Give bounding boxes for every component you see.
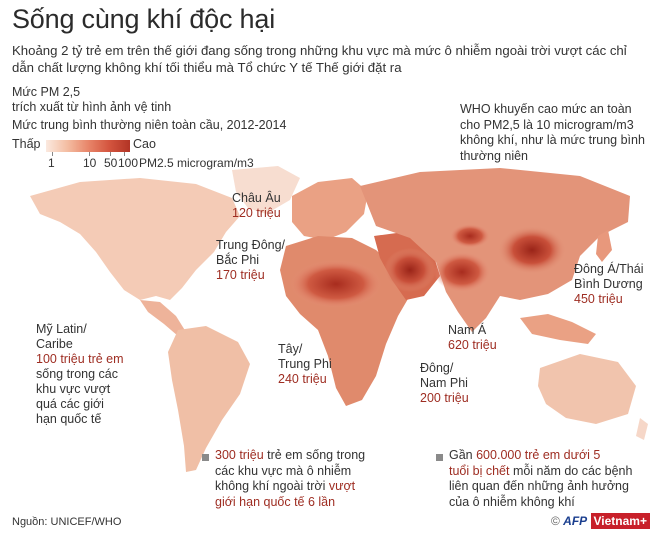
legend-tick — [89, 152, 90, 156]
source-credit: Nguồn: UNICEF/WHO — [12, 516, 122, 528]
legend-tick — [110, 152, 111, 156]
afp-logo: AFP — [563, 514, 588, 528]
legend-tick-label: 100 — [118, 156, 139, 170]
pm-line-2: trích xuất từ hình ảnh vệ tinh — [12, 100, 172, 114]
region-name: Mỹ Latin/ — [36, 322, 87, 336]
europe-shape — [292, 178, 368, 240]
legend-tick — [52, 152, 53, 156]
new-zealand-shape — [636, 418, 648, 440]
region-name: Tây/ — [278, 342, 303, 356]
pm-line-1: Mức PM 2,5 — [12, 85, 81, 99]
who-guideline-note: WHO khuyến cao mức an toàn cho PM2,5 là … — [460, 102, 645, 163]
region-name: Đông Á/Thái — [574, 262, 644, 276]
india-hotspot — [434, 252, 490, 292]
legend-color-bar — [46, 140, 130, 152]
legend-high-label: Cao — [133, 137, 156, 151]
region-name: Châu Âu — [232, 191, 281, 205]
note-text: các khu vực mà ô nhiễm — [215, 463, 352, 478]
region-value: 100 triệu trẻ em — [36, 352, 124, 366]
note-text: không khí ngoài trời — [215, 479, 329, 493]
china-hotspot — [498, 226, 566, 274]
region-value: 200 triệu — [420, 391, 469, 405]
region-latam: Mỹ Latin/ Caribe 100 triệu trẻ em sống t… — [36, 322, 124, 427]
note-deaths-600k: Gần 600.000 trẻ em dưới 5 tuổi bị chết m… — [449, 448, 632, 510]
note-highlight: vượt — [328, 479, 356, 493]
note-text: mỗi năm do các bệnh — [509, 463, 633, 478]
region-value: 620 triệu — [448, 338, 497, 352]
region-name: Đông/ — [420, 361, 454, 375]
world-pollution-map — [30, 166, 648, 472]
page-title: Sống cùng khí độc hại — [12, 4, 275, 34]
note-highlight: giới hạn quốc tế 6 lần — [215, 494, 336, 509]
region-value: 170 triệu — [216, 268, 265, 282]
greenland-shape — [232, 166, 300, 214]
region-name: Trung Phi — [278, 357, 332, 371]
region-es-africa: Đông/ Nam Phi 200 triệu — [420, 361, 469, 406]
asia-shape — [360, 168, 630, 332]
subtitle: Khoảng 2 tỷ trẻ em trên thế giới đang số… — [12, 43, 627, 75]
southeast-asia-shape — [520, 314, 596, 344]
region-value: 450 triệu — [574, 292, 623, 306]
north-america-shape — [30, 178, 240, 300]
note-highlight: 300 triệu — [215, 448, 264, 462]
legend-tick-label: 10 — [83, 156, 97, 170]
pm-line-3: Mức trung bình thường niên toàn cầu, 201… — [12, 118, 287, 132]
bullet-marker — [202, 454, 209, 461]
region-south-asia: Nam Á 620 triệu — [448, 323, 497, 353]
region-mena: Trung Đông/ Bắc Phi 170 triệu — [216, 238, 285, 283]
region-wc-africa: Tây/ Trung Phi 240 triệu — [278, 342, 332, 387]
legend-tick — [124, 152, 125, 156]
legend-low-label: Thấp — [12, 137, 41, 151]
central-america-shape — [140, 300, 186, 336]
agency-logo: © AFP Vietnam+ — [550, 513, 650, 529]
note-text: trẻ em sống trong — [263, 448, 366, 462]
region-name: Nam Phi — [420, 376, 468, 390]
region-east-asia-pacific: Đông Á/Thái Bình Dương 450 triệu — [574, 262, 643, 307]
note-text: của ô nhiễm không khí — [449, 494, 575, 509]
region-desc: quá các giới — [36, 397, 104, 411]
region-desc: khu vực vượt — [36, 382, 111, 396]
note-text: liên quan đến những ảnh hưởng — [449, 479, 629, 493]
copyright-icon: © — [550, 514, 560, 528]
region-value: 240 triệu — [278, 372, 327, 386]
region-desc: hạn quốc tế — [36, 412, 102, 426]
region-name: Nam Á — [448, 323, 487, 337]
south-america-shape — [168, 326, 250, 472]
vietnamplus-logo: Vietnam+ — [590, 513, 650, 529]
region-desc: sống trong các — [36, 367, 118, 381]
region-name: Bắc Phi — [216, 253, 260, 267]
australia-shape — [538, 354, 636, 424]
region-name: Caribe — [36, 337, 73, 351]
note-children-300m: 300 triệu trẻ em sống trong các khu vực … — [215, 448, 365, 510]
note-text: Gần — [449, 448, 477, 462]
central-asia-hotspot — [450, 224, 490, 248]
arabia-hotspot — [384, 248, 436, 292]
japan-shape — [596, 230, 612, 262]
note-highlight: tuổi bị chết — [449, 463, 510, 478]
legend-unit: PM2.5 microgram/m3 — [139, 156, 254, 170]
region-name: Bình Dương — [574, 277, 643, 291]
note-highlight: 600.000 trẻ em dưới 5 — [476, 448, 601, 462]
sahara-hotspot — [290, 260, 382, 308]
pm-description: Mức PM 2,5 trích xuất từ hình ảnh vệ tin… — [12, 85, 286, 133]
legend-tick-label: 50 — [104, 156, 118, 170]
bullet-marker — [436, 454, 443, 461]
legend-tick-label: 1 — [48, 156, 55, 170]
region-europe: Châu Âu 120 triệu — [232, 191, 281, 221]
region-value: 120 triệu — [232, 206, 281, 220]
region-name: Trung Đông/ — [216, 238, 286, 252]
